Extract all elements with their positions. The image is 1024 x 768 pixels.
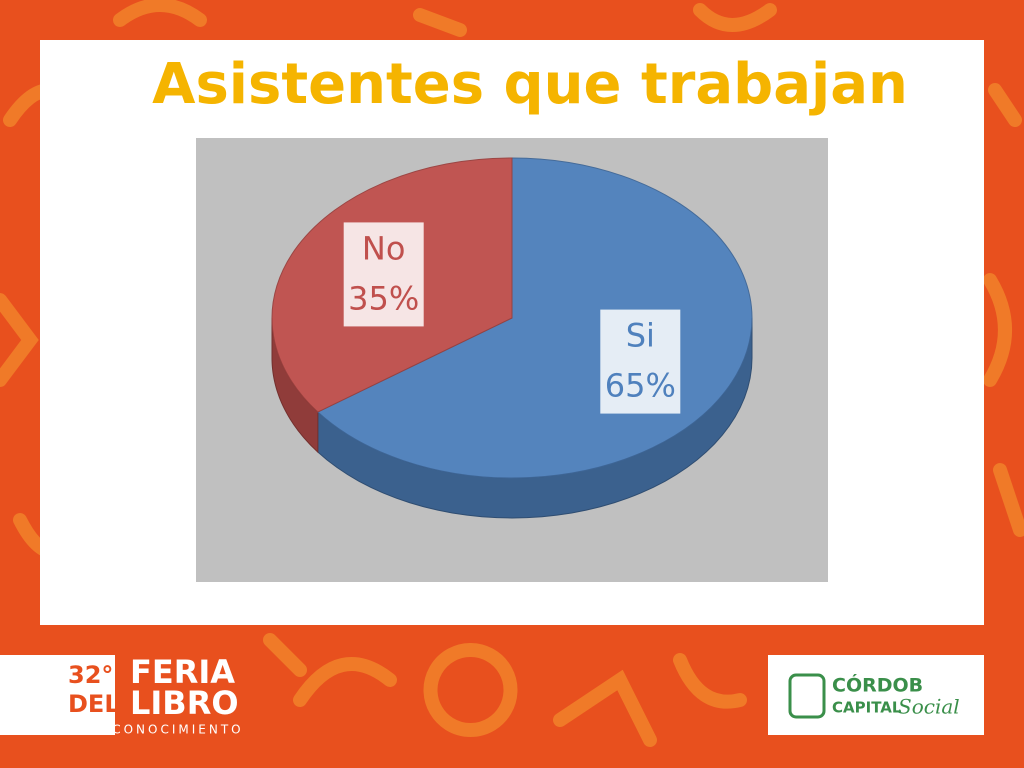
logo-text: DEL	[68, 690, 120, 718]
cordoba-logo-box	[768, 655, 984, 735]
slice-value-label: 65%	[605, 367, 676, 405]
logo-text: FERIA	[130, 653, 235, 691]
label-box	[343, 222, 424, 327]
cordoba-logo: CÓRDOB CAPITAL Social	[788, 673, 960, 719]
logo-edition: 32°	[68, 661, 113, 689]
slice-label: Si	[626, 317, 655, 355]
pie-labels: Si 65% No 35%	[343, 222, 681, 414]
label-box	[600, 309, 681, 414]
logo-subtitle: Y EL CONOCIMIENTO	[67, 723, 244, 737]
logo-text: LIBRO	[130, 684, 239, 722]
crest	[788, 673, 826, 719]
logo-text: CAPITAL	[832, 699, 902, 717]
slide-title: Asistentes que trabajan	[152, 52, 908, 117]
feria-logo: 32° FERIA DEL LIBRO Y EL CONOCIMIENTO	[67, 653, 244, 737]
logo-band	[0, 655, 115, 735]
slice-value-label: 35%	[348, 279, 419, 317]
slice-label: No	[362, 229, 406, 267]
logo-text: Social	[898, 695, 960, 719]
logo-text: CÓRDOB	[832, 673, 923, 697]
